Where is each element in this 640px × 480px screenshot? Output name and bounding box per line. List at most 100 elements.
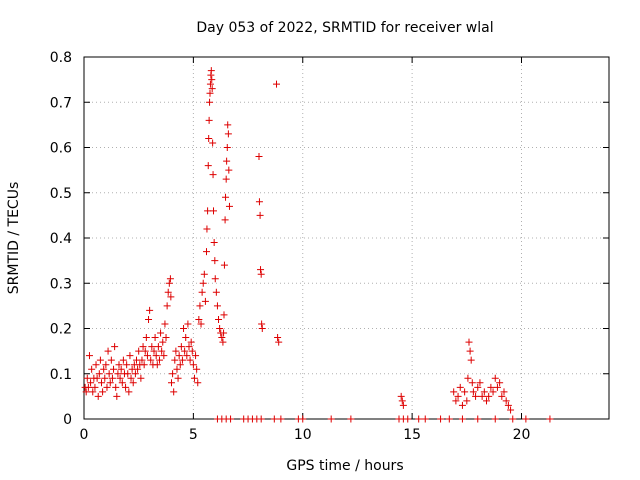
data-point: [112, 383, 120, 391]
data-point: [208, 85, 216, 93]
data-point: [172, 347, 180, 355]
data-point: [167, 293, 175, 301]
data-point: [274, 334, 282, 342]
data-point: [227, 415, 235, 423]
data-point: [480, 388, 488, 396]
data-point: [170, 388, 178, 396]
data-point: [146, 306, 154, 314]
data-point: [458, 401, 466, 409]
chart-title: Day 053 of 2022, SRMTID for receiver wla…: [196, 20, 493, 36]
data-point: [458, 415, 466, 423]
data-point: [186, 356, 194, 364]
data-point: [176, 361, 184, 369]
data-point: [138, 356, 146, 364]
data-point: [398, 397, 406, 405]
data-point: [101, 374, 109, 382]
data-point: [153, 361, 161, 369]
data-point: [198, 288, 206, 296]
data-point: [169, 370, 177, 378]
data-point: [211, 275, 219, 283]
data-point: [203, 225, 211, 233]
data-point: [139, 343, 147, 351]
data-point: [84, 383, 92, 391]
data-point: [190, 374, 198, 382]
data-point: [258, 325, 266, 332]
data-point: [110, 365, 118, 373]
data-point: [493, 383, 501, 391]
data-point: [496, 379, 504, 387]
data-point: [197, 320, 205, 328]
data-point: [500, 388, 508, 396]
data-point: [478, 392, 486, 400]
data-point: [119, 356, 127, 364]
data-point: [327, 415, 335, 423]
data-point: [193, 365, 201, 373]
data-point: [258, 320, 266, 328]
data-point: [273, 80, 280, 88]
data-point: [94, 392, 102, 400]
data-point: [113, 392, 121, 400]
data-point: [468, 379, 476, 387]
grid-lines: [84, 57, 609, 419]
data-point: [102, 361, 110, 369]
data-point: [491, 415, 499, 423]
data-point: [347, 415, 355, 423]
data-point: [399, 401, 407, 409]
data-point: [142, 334, 150, 342]
data-point: [509, 415, 517, 423]
data-point: [404, 415, 412, 423]
x-axis-label: GPS time / hours: [286, 458, 403, 474]
data-point: [88, 365, 96, 373]
data-point: [257, 270, 265, 278]
data-point: [162, 334, 170, 342]
data-point: [108, 374, 116, 382]
data-point: [125, 388, 133, 396]
data-point: [211, 257, 219, 265]
data-point: [111, 343, 119, 351]
data-point: [209, 171, 217, 179]
y-tick-label: 0.3: [50, 276, 72, 292]
data-point: [155, 356, 163, 364]
plot-frame: [83, 56, 610, 420]
data-point: [98, 379, 105, 387]
data-point: [150, 347, 158, 355]
data-point: [469, 388, 477, 396]
data-point: [92, 361, 100, 369]
data-point: [415, 415, 423, 423]
y-tick-label: 0.2: [50, 322, 72, 338]
data-point: [131, 370, 139, 378]
data-point: [464, 374, 472, 382]
data-point: [103, 383, 111, 391]
data-point: [275, 338, 283, 346]
data-point: [91, 383, 99, 391]
data-point: [224, 121, 232, 129]
data-point: [159, 338, 167, 346]
data-point: [502, 397, 510, 405]
data-point: [106, 379, 114, 387]
data-point: [220, 311, 228, 319]
data-point: [189, 361, 197, 369]
data-point: [127, 374, 135, 382]
x-tick-label: 0: [80, 427, 89, 443]
data-point: [465, 338, 473, 346]
data-point: [184, 320, 192, 328]
data-point: [134, 365, 142, 373]
data-point: [216, 325, 224, 332]
data-point: [546, 415, 554, 423]
data-point: [85, 352, 93, 360]
data-point: [114, 370, 122, 378]
data-point: [210, 239, 218, 247]
data-point: [206, 98, 214, 106]
data-point: [143, 352, 151, 360]
data-point: [187, 338, 195, 346]
data-point: [397, 392, 405, 400]
data-point: [105, 370, 113, 378]
data-point: [89, 388, 97, 396]
data-point: [504, 401, 512, 409]
data-point: [152, 352, 160, 360]
x-axis: 0 5 10 15 20: [80, 57, 530, 443]
y-tick-label: 0: [63, 412, 72, 428]
data-point: [474, 383, 482, 391]
data-point: [255, 153, 263, 161]
y-axis: 0 0.1 0.2 0.3 0.4 0.5 0.6 0.7 0.8: [50, 50, 609, 428]
